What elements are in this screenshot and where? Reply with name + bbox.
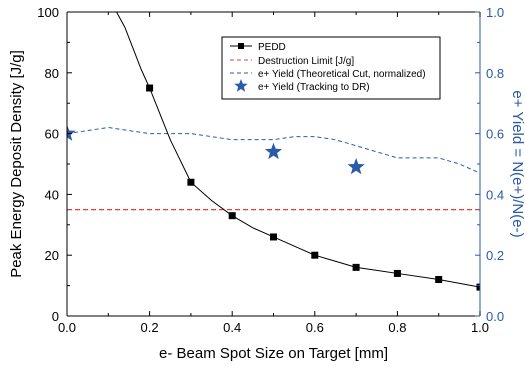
pedd-marker-5 [352, 263, 360, 271]
y2-tick-label-1: 0.2 [486, 248, 504, 263]
tracking-yield-star-1 [264, 142, 283, 160]
x-tick-label-3: 0.6 [306, 320, 324, 335]
x-tick-label-0: 0.0 [58, 320, 76, 335]
x-tick-label-5: 1.0 [471, 320, 489, 335]
y-tick-label-0: 0 [52, 309, 59, 324]
x-tick-label-2: 0.4 [223, 320, 241, 335]
y-tick-label-2: 40 [45, 187, 59, 202]
y2-axis-title: e+ Yield = N(e+)/N(e-) [509, 90, 525, 237]
legend-star-icon [234, 79, 248, 92]
pedd-marker-0 [146, 84, 154, 92]
pedd-marker-3 [270, 233, 277, 241]
pedd-marker-7 [435, 276, 443, 284]
x-tick-label-4: 0.8 [388, 320, 406, 335]
y2-tick-label-5: 1.0 [486, 5, 504, 20]
y-axis-title: Peak Energy Deposit Density [J/g] [8, 50, 25, 278]
legend-item-theoretical-yield: e+ Yield (Theoretical Cut, normalized) [230, 69, 426, 80]
series-pedd-line [116, 12, 480, 288]
x-tick-label-1: 0.2 [141, 320, 159, 335]
legend-label-destruction-limit: Destruction Limit [J/g] [258, 56, 354, 67]
x-axis-title: e- Beam Spot Size on Target [mm] [159, 345, 388, 362]
legend-label-theoretical-yield: e+ Yield (Theoretical Cut, normalized) [258, 69, 426, 80]
y-tick-label-4: 80 [45, 66, 59, 81]
legend-label-pedd: PEDD [258, 42, 286, 53]
tracking-yield-star-2 [347, 158, 365, 175]
legend-item-tracking-yield: e+ Yield (Tracking to DR) [234, 79, 370, 93]
legend-item-pedd: PEDD [230, 42, 286, 53]
plot-area [67, 12, 480, 291]
pedd-marker-2 [228, 212, 236, 220]
series-group [67, 12, 480, 291]
legend-label-tracking-yield: e+ Yield (Tracking to DR) [258, 82, 370, 93]
legend-item-destruction-limit: Destruction Limit [J/g] [230, 56, 354, 67]
y2-tick-label-4: 0.8 [486, 66, 504, 81]
pedd-marker-1 [187, 178, 195, 186]
pedd-marker-6 [393, 269, 401, 277]
axes: 0.0 0.2 0.4 0.6 0.8 1.0 0 20 40 60 80 100 0.0 0.2 0.4 0… [37, 5, 504, 335]
y-tick-label-1: 20 [45, 248, 59, 263]
pedd-marker-4 [311, 251, 319, 259]
tracking-yield-star-0 [67, 124, 76, 141]
legend-box [221, 36, 441, 100]
y2-tick-label-3: 0.6 [486, 127, 504, 142]
y-tick-label-5: 100 [37, 5, 59, 20]
y-tick-label-3: 60 [45, 127, 59, 142]
y2-tick-label-2: 0.4 [486, 187, 504, 202]
legend: PEDD Destruction Limit [J/g] e+ Yield (T… [221, 36, 441, 100]
pedd-marker-8 [476, 283, 480, 291]
y2-tick-label-0: 0.0 [486, 309, 504, 324]
